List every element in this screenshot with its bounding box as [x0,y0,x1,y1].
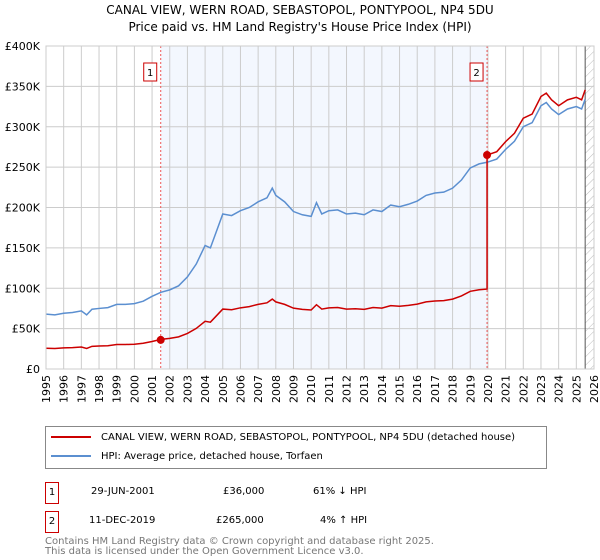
sale-point [483,151,492,160]
x-tick-label: 2018 [447,375,460,403]
price-line [45,89,586,350]
y-tick-label: £50K [12,323,41,336]
y-tick-label: £350K [5,80,41,93]
sale-date: 11-DEC-2019 [89,515,156,526]
x-tick-label: 2020 [482,375,495,403]
table-row: 1 29-JUN-2001 £36,000 61% ↓ HPI [45,482,445,504]
hpi-line [45,99,586,316]
y-tick-label: £0 [26,363,40,376]
sale-marker-label: 2 [473,68,479,79]
sale-price: £265,000 [216,515,264,526]
sale-hpi-diff: 61% ↓ HPI [313,486,367,497]
x-tick-label: 2023 [535,375,548,403]
legend-hpi-label: HPI: Average price, detached house, Torf… [101,450,323,462]
legend-hpi-swatch [51,455,91,457]
x-tick-label: 2011 [323,375,336,403]
plot-area: 1995 1996 1997 1998 1999 2000 2001 2002 2003 2004… [5,40,600,403]
x-tick-label: 2004 [199,375,212,403]
sale-marker-label: 1 [147,68,153,79]
x-tick-label: 2002 [164,375,177,403]
sale-marker-box [143,62,158,82]
x-tick-label: 2003 [181,375,194,403]
x-tick-label: 2012 [341,375,354,403]
legend: CANAL VIEW, WERN ROAD, SEBASTOPOL, PONTY… [45,426,547,469]
sale-marker-badge: 2 [45,511,59,533]
plot-frame [45,45,595,370]
x-tick-label: 2013 [358,375,371,403]
y-tick-label: £300K [5,121,41,134]
chart-title: CANAL VIEW, WERN ROAD, SEBASTOPOL, PONTY… [106,3,494,17]
x-tick-label: 2000 [128,375,141,403]
sale-hpi-diff: 4% ↑ HPI [320,515,368,526]
legend-price-label: CANAL VIEW, WERN ROAD, SEBASTOPOL, PONTY… [101,431,516,443]
x-tick-label: 1996 [58,375,71,403]
x-tick-label: 2021 [500,375,513,403]
x-tick-label: 2024 [553,375,566,403]
x-tick-label: 2014 [376,375,389,403]
sale-marker-badge: 1 [45,482,59,504]
y-tick-label: £400K [5,40,41,53]
x-tick-label: 2019 [464,375,477,403]
x-tick-label: 2015 [394,375,407,403]
x-tick-label: 2010 [305,375,318,403]
x-tick-label: 2006 [234,375,247,403]
x-tick-label: 1999 [111,375,124,403]
x-tick-label: 2016 [411,375,424,403]
x-tick-label: 2001 [146,375,159,403]
y-tick-label: £100K [5,282,41,295]
x-tick-label: 1995 [40,375,53,403]
x-tick-label: 2008 [270,375,283,403]
sale-point [156,335,165,344]
sale-marker-box [469,62,484,82]
y-tick-label: £150K [5,242,41,255]
footer: Contains HM Land Registry data © Crown c… [45,537,434,557]
x-tick-label: 2025 [570,375,583,403]
y-tick-label: £200K [5,202,41,215]
x-tick-label: 1998 [93,375,106,403]
sale-date: 29-JUN-2001 [91,486,155,497]
table-row: 2 11-DEC-2019 £265,000 4% ↑ HPI [45,511,445,533]
chart-subtitle: Price paid vs. HM Land Registry's House … [128,20,472,34]
x-tick-label: 2005 [217,375,230,403]
legend-price-swatch [51,436,91,438]
x-tick-label: 2022 [517,375,530,403]
x-tick-label: 1997 [75,375,88,403]
y-tick-label: £250K [5,161,41,174]
x-tick-label: 2007 [252,375,265,403]
footer-line: This data is licensed under the Open Gov… [45,546,364,557]
footer-line: Contains HM Land Registry data © Crown c… [45,536,434,547]
x-tick-label: 2009 [287,375,300,403]
x-tick-label: 2026 [588,375,600,403]
x-tick-label: 2017 [429,375,442,403]
sale-price: £36,000 [223,486,265,497]
